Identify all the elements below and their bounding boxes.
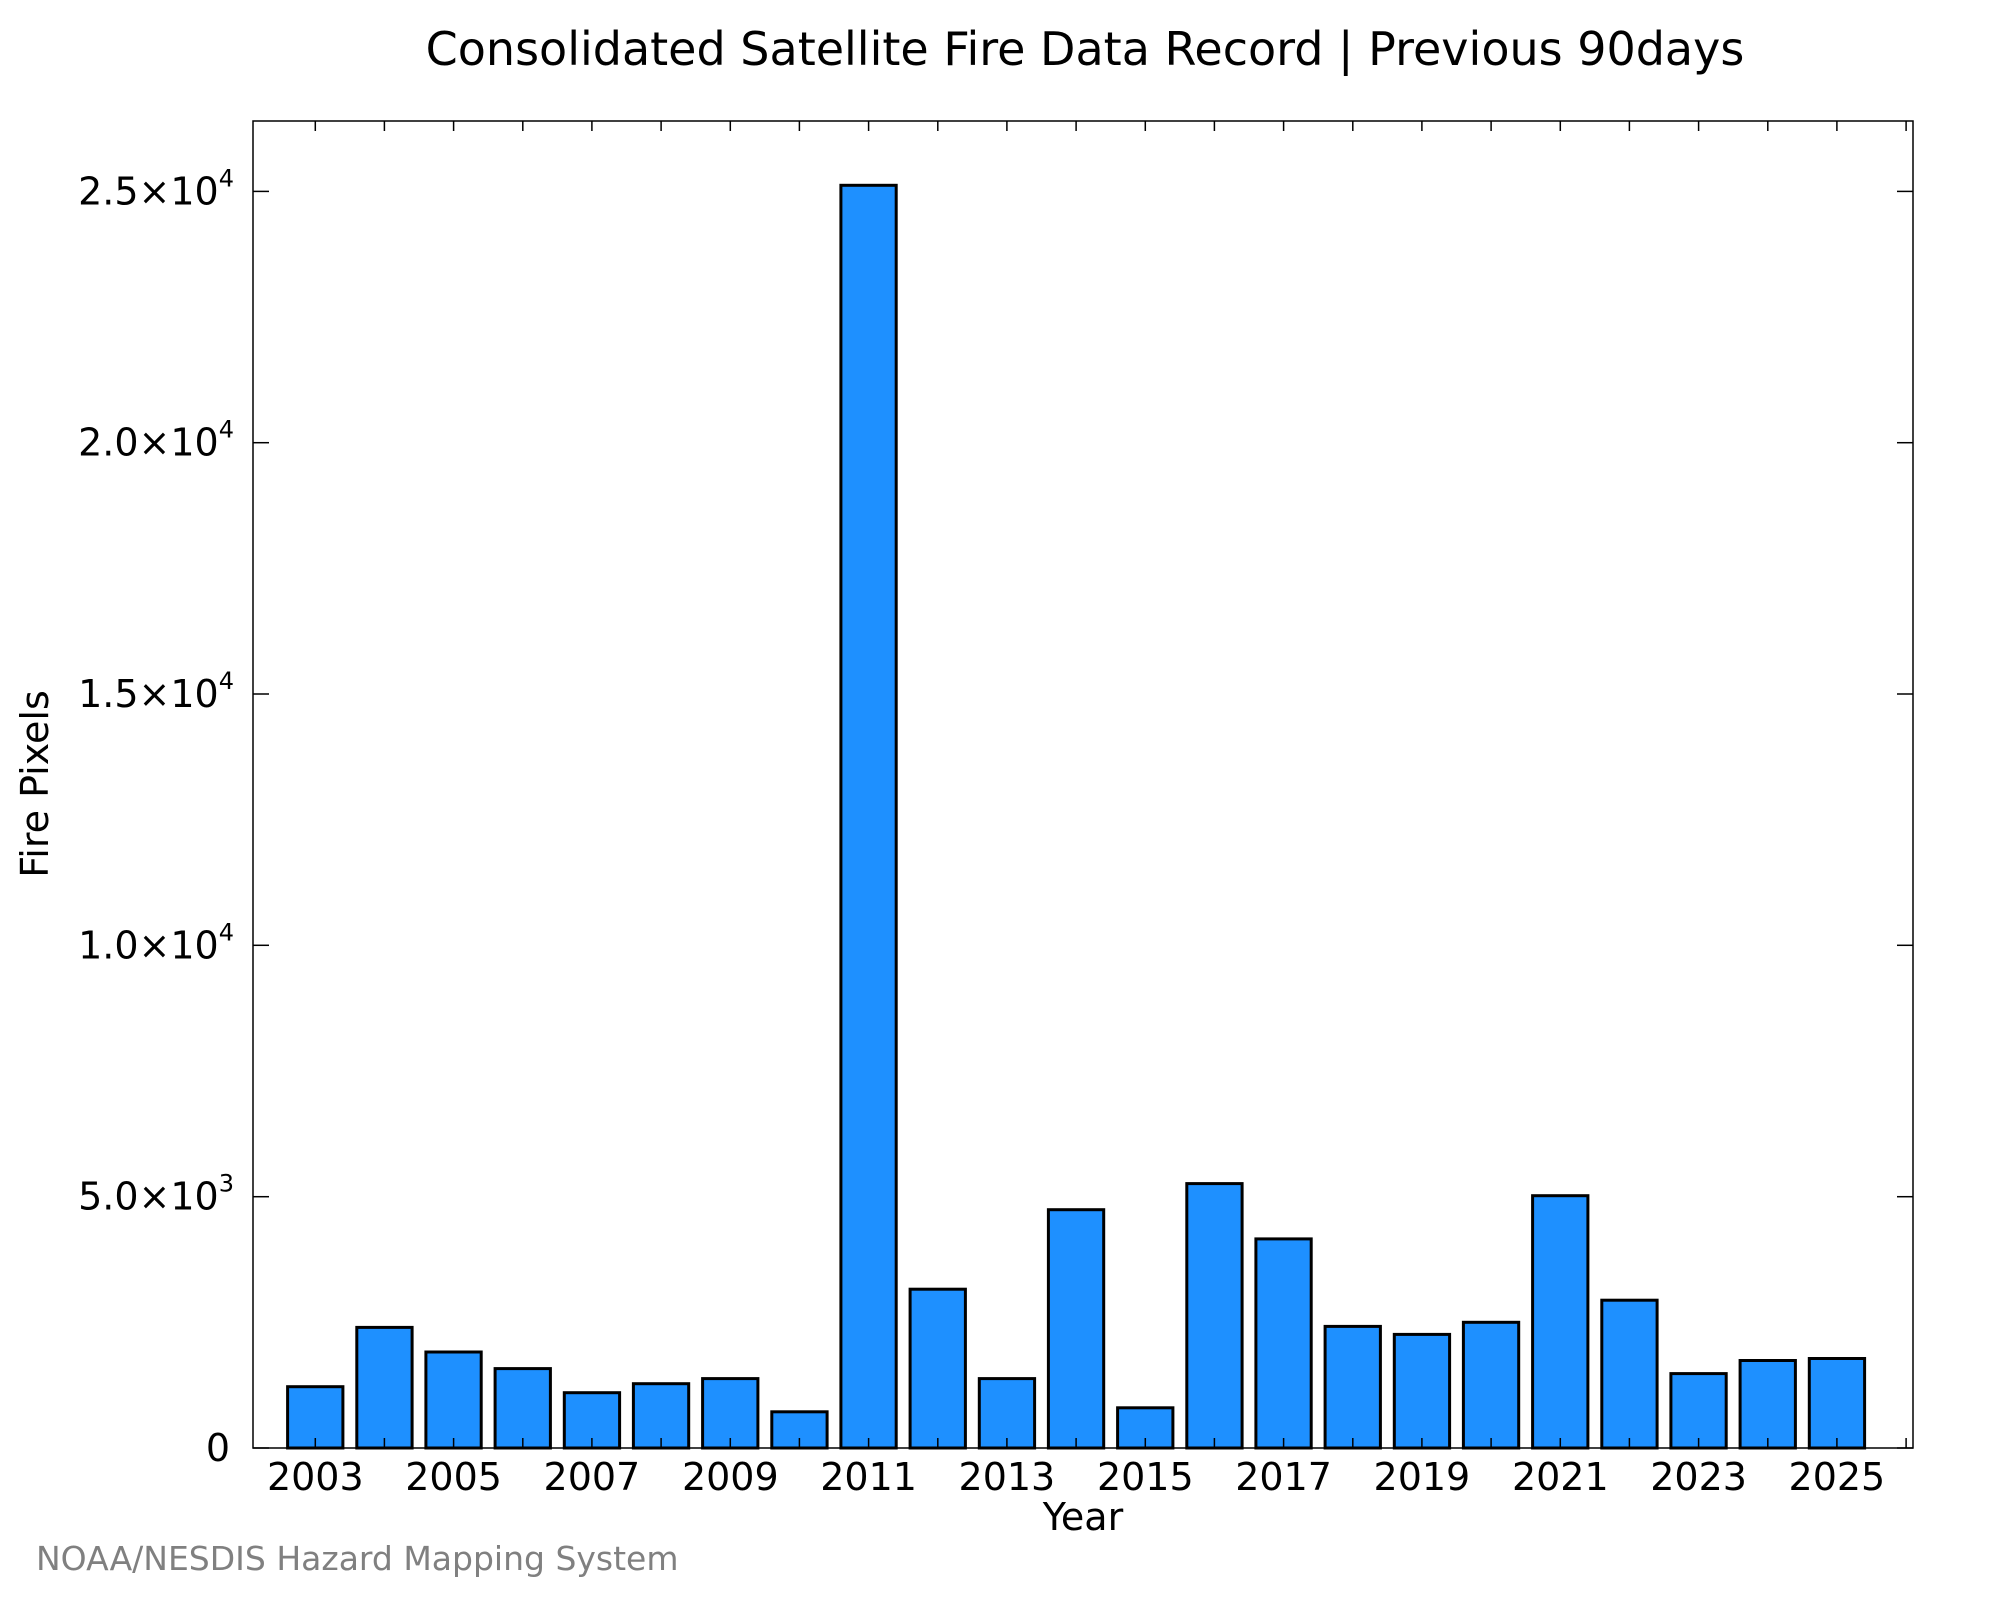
x-tick-label: 2005	[405, 1455, 502, 1499]
y-tick-mantissa: 2.5×10	[78, 169, 219, 213]
x-tick-label: 2023	[1650, 1455, 1747, 1499]
y-tick-mantissa: 5.0×10	[78, 1175, 219, 1219]
bar-2020	[1461, 1320, 1521, 1450]
bar-2019	[1392, 1332, 1452, 1450]
x-tick-label: 2013	[959, 1455, 1056, 1499]
plot-frame	[252, 120, 1914, 1449]
y-tick-mantissa: 1.5×10	[78, 672, 219, 716]
bar-2022	[1600, 1298, 1659, 1450]
bar-2025	[1807, 1357, 1867, 1450]
y-tick-mantissa: 2.0×10	[78, 421, 219, 465]
y-tick-label: 2.0×104	[78, 416, 234, 465]
y-tick-exponent: 4	[219, 416, 234, 444]
x-axis-label: Year	[1042, 1495, 1124, 1539]
y-tick-label: 1.0×104	[78, 918, 234, 967]
bar-2014	[1046, 1208, 1106, 1450]
x-tick-label: 2015	[1097, 1455, 1194, 1499]
x-tick-label: 2019	[1374, 1455, 1471, 1499]
y-axis-label: Fire Pixels	[13, 690, 57, 878]
x-tick-label: 2017	[1235, 1455, 1332, 1499]
bar-2024	[1738, 1359, 1797, 1450]
bar-2004	[355, 1325, 414, 1450]
x-tick-label: 2025	[1789, 1455, 1886, 1499]
x-tick-label: 2007	[544, 1455, 641, 1499]
ticks-group: 2003 2005 2007 2009 2011 2013 2015 2017 2019 2021…	[78, 121, 1913, 1499]
y-tick-exponent: 4	[219, 164, 234, 192]
y-tick-label: 5.0×103	[78, 1170, 234, 1219]
bar-2012	[908, 1287, 967, 1450]
bar-2009	[701, 1377, 760, 1450]
bar-2005	[424, 1350, 483, 1450]
x-tick-label: 2021	[1512, 1455, 1609, 1499]
y-tick-label: 1.5×104	[78, 667, 234, 716]
bar-2018	[1323, 1324, 1382, 1450]
bar-2008	[631, 1382, 691, 1450]
bar-2013	[977, 1377, 1037, 1450]
bar-2017	[1254, 1237, 1313, 1450]
bar-2006	[493, 1367, 552, 1450]
footer-credit: NOAA/NESDIS Hazard Mapping System	[36, 1539, 679, 1578]
y-tick-mantissa: 1.0×10	[78, 923, 219, 967]
x-tick-label: 2009	[682, 1455, 779, 1499]
y-tick-exponent: 3	[219, 1170, 234, 1198]
y-tick-exponent: 4	[219, 667, 234, 695]
bar-2023	[1669, 1372, 1728, 1450]
bar-2016	[1185, 1182, 1244, 1450]
x-tick-label: 2003	[267, 1455, 364, 1499]
y-tick-label: 0	[206, 1426, 230, 1470]
chart-title: Consolidated Satellite Fire Data Record …	[426, 22, 1745, 77]
bar-2021	[1531, 1194, 1590, 1450]
bar-2011	[839, 183, 898, 1450]
y-tick-label: 2.5×104	[78, 164, 234, 213]
x-tick-label: 2011	[820, 1455, 917, 1499]
y-tick-exponent: 4	[219, 918, 234, 946]
